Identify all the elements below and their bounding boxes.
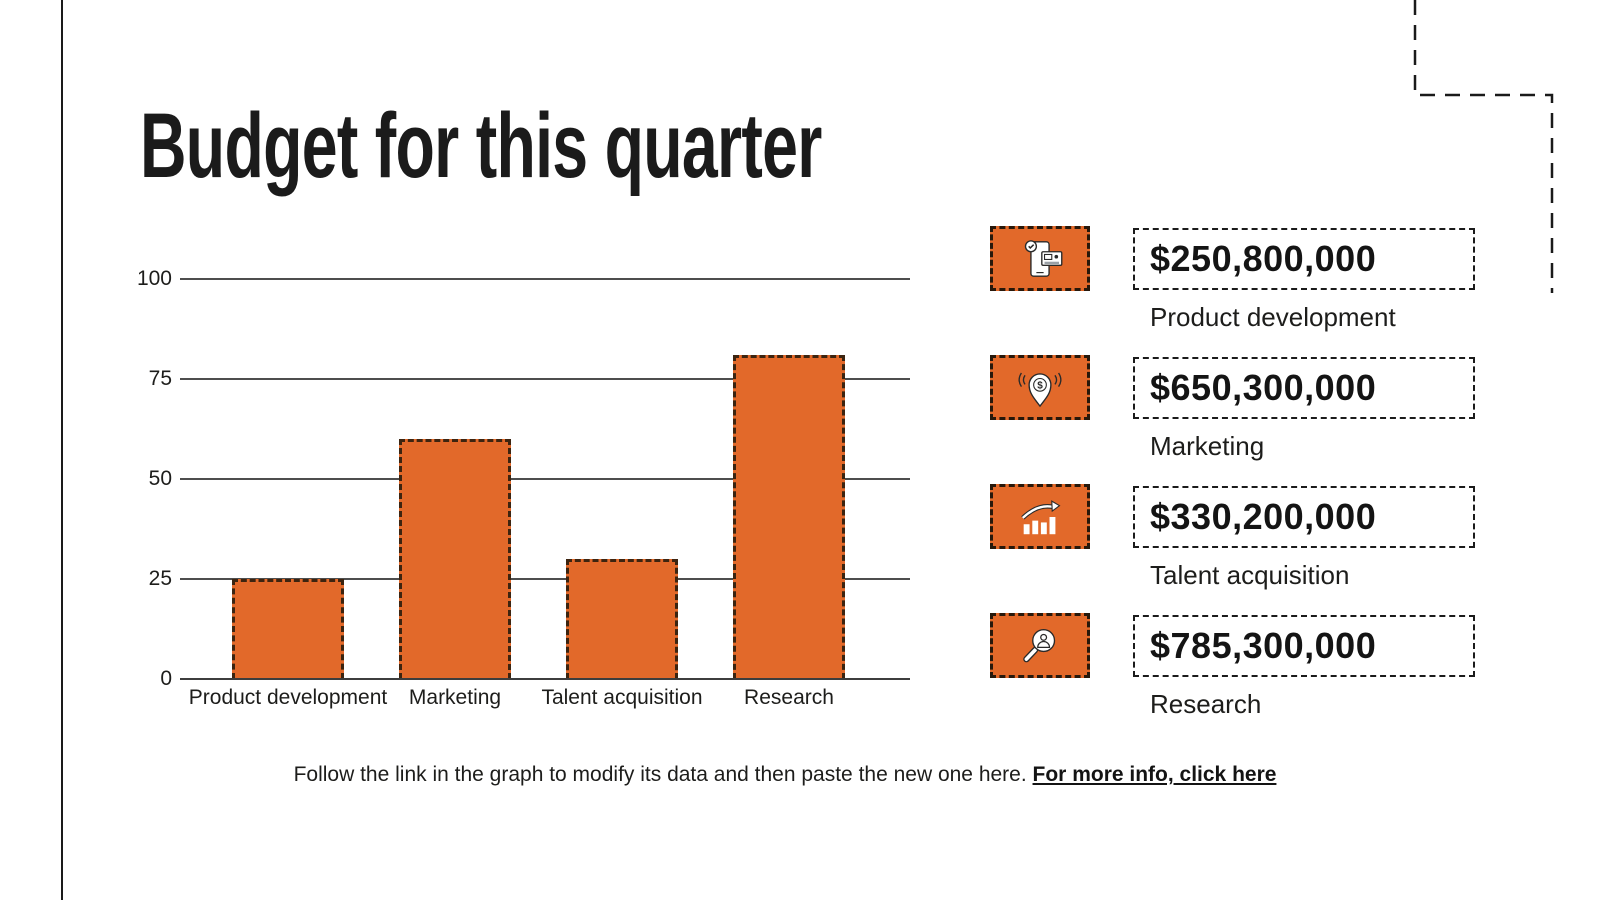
y-axis-tick-label: 25 bbox=[148, 567, 172, 590]
amount-value: $785,300,000 bbox=[1150, 625, 1377, 666]
budget-item-label: Talent acquisition bbox=[1150, 560, 1350, 590]
budget-row-talent-acquisition: $330,200,000 Talent acquisition bbox=[990, 484, 1490, 596]
budget-row-marketing: $ $650,300,000 Marketing bbox=[990, 355, 1490, 467]
left-edge-line bbox=[61, 0, 63, 900]
amount-box[interactable]: $785,300,000 bbox=[1133, 615, 1475, 677]
budget-item-label: Product development bbox=[1150, 302, 1396, 332]
x-axis-category-label: Talent acquisition bbox=[541, 686, 703, 709]
gridline bbox=[180, 378, 910, 380]
chart-bar bbox=[232, 579, 344, 679]
footer-note: Follow the link in the graph to modify i… bbox=[60, 763, 1510, 787]
gridline bbox=[180, 278, 910, 280]
amount-value: $650,300,000 bbox=[1150, 367, 1377, 408]
dollar-location-pin-icon: $ bbox=[990, 355, 1090, 420]
gridline bbox=[180, 578, 910, 580]
budget-row-research: $785,300,000 Research bbox=[990, 613, 1490, 725]
y-axis-tick-label: 0 bbox=[160, 667, 172, 690]
chart-bar bbox=[566, 559, 678, 679]
budget-item-label: Research bbox=[1150, 689, 1262, 719]
y-axis-tick-label: 75 bbox=[148, 367, 172, 390]
x-axis-category-label: Product development bbox=[188, 686, 388, 709]
gridline bbox=[180, 478, 910, 480]
more-info-link[interactable]: For more info, click here bbox=[1032, 763, 1277, 786]
budget-row-product-development: $250,800,000 Product development bbox=[990, 226, 1490, 338]
phone-check-card-icon bbox=[990, 226, 1090, 291]
slide-title: Budget for this quarter bbox=[140, 95, 822, 197]
amount-value: $250,800,000 bbox=[1150, 238, 1377, 279]
footer-text: Follow the link in the graph to modify i… bbox=[293, 763, 1027, 786]
x-axis-line bbox=[180, 678, 910, 680]
budget-item-label: Marketing bbox=[1150, 431, 1265, 461]
amount-box[interactable]: $250,800,000 bbox=[1133, 228, 1475, 290]
person-magnifier-icon bbox=[990, 613, 1090, 678]
amount-box[interactable]: $330,200,000 bbox=[1133, 486, 1475, 548]
chart-bar bbox=[399, 439, 511, 679]
chart-bar bbox=[733, 355, 845, 679]
y-axis-tick-label: 50 bbox=[148, 467, 172, 490]
x-axis-category-label: Research bbox=[744, 686, 834, 709]
growth-chart-icon bbox=[990, 484, 1090, 549]
amount-value: $330,200,000 bbox=[1150, 496, 1377, 537]
amount-box[interactable]: $650,300,000 bbox=[1133, 357, 1475, 419]
budget-bar-chart[interactable]: 0 25 50 75 100 Product development Marketing Ta… bbox=[130, 250, 970, 730]
svg-text:$: $ bbox=[1037, 380, 1043, 391]
y-axis-tick-label: 100 bbox=[136, 267, 172, 290]
x-axis-category-label: Marketing bbox=[408, 686, 502, 709]
